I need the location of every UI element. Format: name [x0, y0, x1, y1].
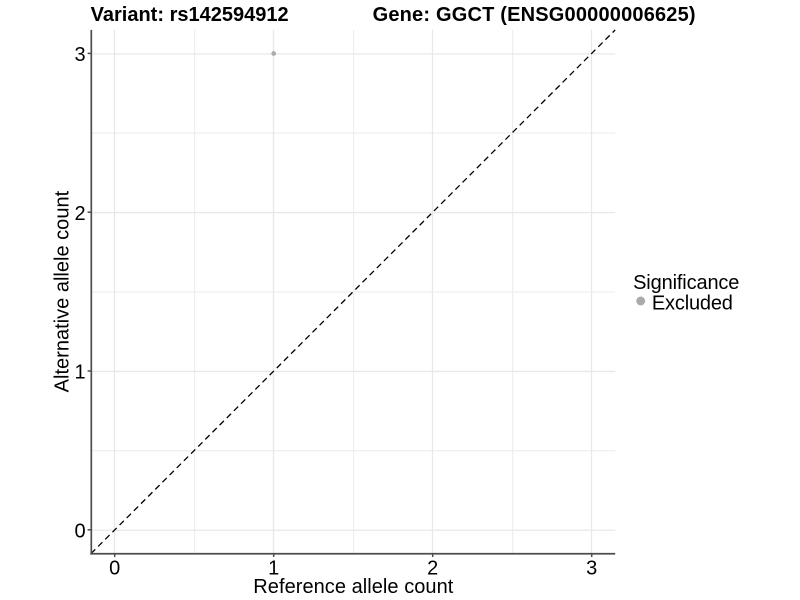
svg-text:Gene: GGCT (ENSG00000006625): Gene: GGCT (ENSG00000006625): [373, 4, 696, 26]
svg-text:1: 1: [74, 362, 85, 384]
svg-text:3: 3: [586, 558, 597, 580]
svg-text:Variant: rs142594912: Variant: rs142594912: [91, 4, 289, 26]
svg-text:0: 0: [109, 558, 120, 580]
svg-text:Excluded: Excluded: [652, 292, 733, 314]
svg-text:Significance: Significance: [633, 272, 739, 294]
svg-text:Alternative allele count: Alternative allele count: [52, 190, 74, 392]
svg-text:2: 2: [427, 558, 438, 580]
svg-text:2: 2: [74, 203, 85, 225]
svg-text:3: 3: [74, 44, 85, 66]
svg-text:Reference allele count: Reference allele count: [253, 576, 453, 598]
svg-text:1: 1: [268, 558, 279, 580]
svg-text:0: 0: [74, 521, 85, 543]
